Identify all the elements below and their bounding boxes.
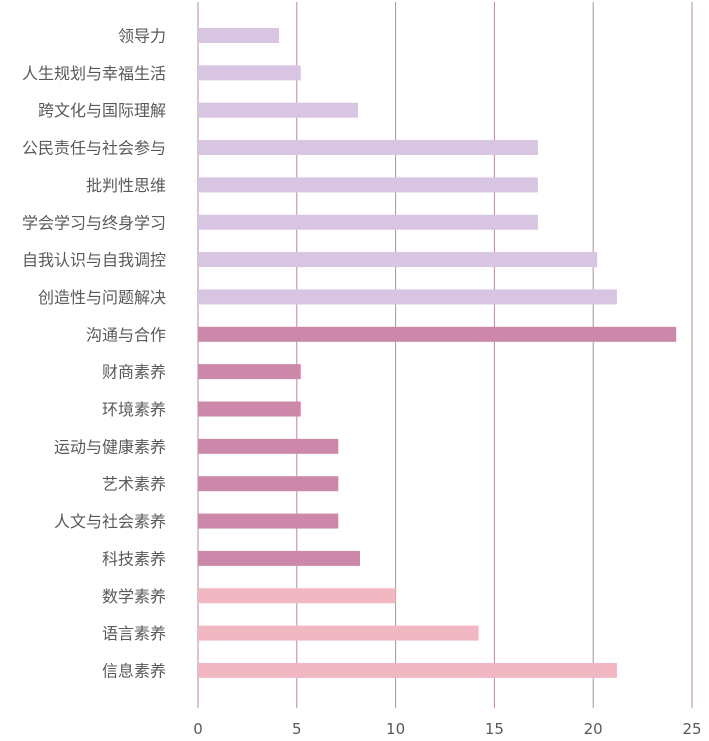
bar [198, 289, 617, 305]
category-label: 语言素养 [102, 624, 166, 643]
bar [198, 550, 361, 566]
x-tick-label: 15 [485, 720, 504, 738]
x-tick-label: 20 [584, 720, 603, 738]
category-label: 沟通与合作 [86, 325, 166, 344]
bar [198, 65, 301, 81]
category-label: 批判性思维 [86, 176, 166, 195]
bar [198, 364, 301, 380]
bar [198, 438, 339, 454]
category-label: 公民责任与社会参与 [22, 139, 166, 158]
category-label: 环境素养 [102, 400, 166, 419]
category-label: 自我认识与自我调控 [22, 251, 166, 270]
category-label: 艺术素养 [102, 475, 166, 494]
bar [198, 588, 396, 604]
bar [198, 625, 479, 641]
category-label: 人文与社会素养 [54, 512, 166, 531]
category-labels: 领导力人生规划与幸福生活跨文化与国际理解公民责任与社会参与批判性思维学会学习与终… [22, 27, 166, 681]
bar [198, 662, 617, 678]
x-tick-label: 5 [292, 720, 302, 738]
bar [198, 513, 339, 529]
bar [198, 177, 538, 193]
category-label: 跨文化与国际理解 [38, 101, 166, 120]
bar [198, 140, 538, 156]
category-label: 运动与健康素养 [54, 437, 166, 456]
category-label: 学会学习与终身学习 [22, 213, 166, 232]
category-label: 人生规划与幸福生活 [22, 64, 166, 83]
x-tick-label: 25 [682, 720, 701, 738]
bar [198, 476, 339, 492]
category-label: 领导力 [118, 27, 166, 46]
category-label: 财商素养 [102, 363, 166, 382]
x-tick-label: 10 [386, 720, 405, 738]
bar [198, 214, 538, 230]
bar [198, 401, 301, 417]
x-tick-labels: 0 5 10 15 20 25 [193, 720, 701, 738]
bar [198, 28, 280, 43]
category-label: 数学素养 [102, 587, 166, 606]
bars [198, 28, 677, 678]
category-label: 创造性与问题解决 [38, 288, 166, 307]
category-label: 信息素养 [102, 661, 166, 680]
bar [198, 252, 598, 268]
bar [198, 102, 359, 118]
x-tick-label: 0 [193, 720, 203, 738]
category-label: 科技素养 [102, 549, 166, 568]
bar [198, 326, 677, 342]
